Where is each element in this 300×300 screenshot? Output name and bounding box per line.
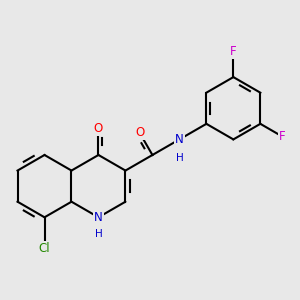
Text: O: O [135,126,144,140]
Text: H: H [176,153,183,163]
Text: N: N [94,211,103,224]
Text: O: O [94,122,103,135]
Text: F: F [279,130,286,143]
Text: N: N [175,133,184,146]
Text: Cl: Cl [39,242,50,255]
Text: H: H [94,230,102,239]
Text: F: F [230,45,237,58]
